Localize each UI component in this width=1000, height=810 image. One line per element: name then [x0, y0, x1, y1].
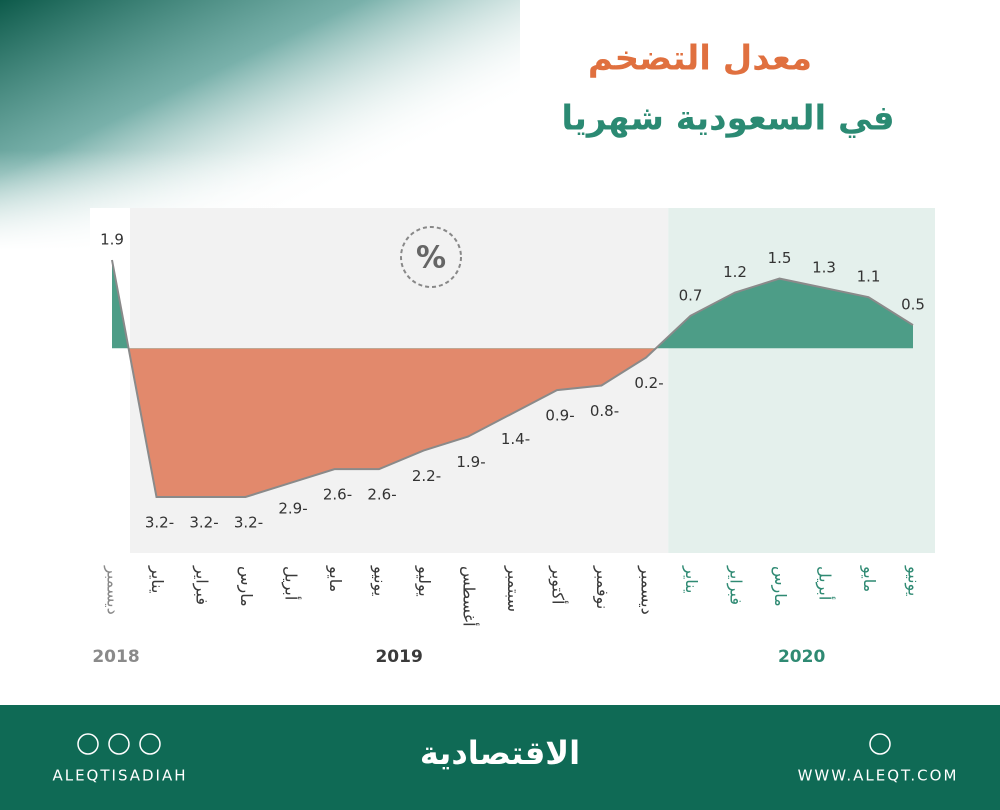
x-tick-label: أكتوبر — [548, 565, 569, 604]
value-label: 1.9- — [456, 453, 485, 471]
value-label: 0.9- — [545, 407, 574, 425]
footer — [0, 705, 1000, 810]
x-tick-label: يونيو — [904, 565, 924, 596]
chart-subtitle: في السعودية شهريا — [561, 99, 894, 139]
social-icons — [77, 733, 891, 755]
value-label: 2.6- — [367, 486, 396, 504]
value-label: 1.3 — [812, 258, 836, 276]
value-label: 0.8- — [590, 402, 619, 420]
value-label: 3.2- — [145, 514, 174, 532]
value-label: 2.6- — [323, 486, 352, 504]
x-tick-label: مايو — [325, 565, 345, 592]
x-tick-label: فبراير — [192, 565, 212, 605]
unit-label: % — [416, 241, 446, 276]
x-tick-label: يوليو — [414, 565, 434, 597]
year-label: 2020 — [778, 647, 825, 667]
value-label: 3.2- — [234, 514, 263, 532]
x-tick-label: أبريل — [281, 566, 302, 600]
social-handle: ALEQTISADIAH — [52, 767, 187, 785]
x-tick-label: مايو — [859, 565, 879, 592]
web-icon[interactable] — [869, 733, 891, 755]
website[interactable]: WWW.ALEQT.COM — [798, 767, 959, 785]
x-tick-label: مارس — [770, 566, 790, 607]
value-label: 0.2- — [634, 374, 663, 392]
line — [111, 259, 914, 498]
x-tick-label: يونيو — [370, 565, 390, 596]
brand: الاقتصادية — [420, 734, 580, 772]
year-label: 2019 — [375, 647, 422, 667]
x-tick-label: يناير — [681, 565, 701, 593]
x-tick-label: يناير — [147, 565, 167, 593]
value-label: 1.5 — [768, 249, 792, 267]
value-label: 0.5 — [901, 296, 925, 314]
value-label: 1.9 — [100, 231, 124, 249]
twitter-icon[interactable] — [139, 733, 161, 755]
year-label: 2018 — [92, 647, 139, 667]
value-label: 1.4- — [501, 430, 530, 448]
x-tick-label: ديسمبر — [103, 565, 123, 615]
value-label: 2.2- — [412, 467, 441, 485]
instagram-icon[interactable] — [77, 733, 99, 755]
x-tick-label: أغسطس — [459, 566, 480, 627]
x-tick-label: فبراير — [726, 565, 746, 605]
x-tick-label: أبريل — [815, 566, 836, 600]
area — [112, 260, 913, 497]
chart-title: معدل التضخم — [588, 39, 812, 79]
year-panel — [90, 208, 130, 553]
value-label: 3.2- — [189, 514, 218, 532]
unit-badge — [400, 226, 462, 288]
value-label: 0.7 — [679, 286, 703, 304]
x-tick-label: نوفمبر — [592, 565, 612, 609]
value-label: 1.2 — [723, 263, 747, 281]
plot: 2018 2019 2020 1.9 ديسمبر 3.2- يناير 3.2- فبراير… — [90, 208, 935, 667]
value-label: 1.1 — [857, 268, 881, 286]
facebook-icon[interactable] — [108, 733, 130, 755]
x-tick-label: ديسمبر — [637, 565, 657, 615]
x-tick-label: مارس — [236, 566, 256, 607]
year-panel — [668, 208, 935, 553]
value-label: 2.9- — [278, 500, 307, 518]
x-tick-label: سبتمبر — [503, 565, 523, 612]
